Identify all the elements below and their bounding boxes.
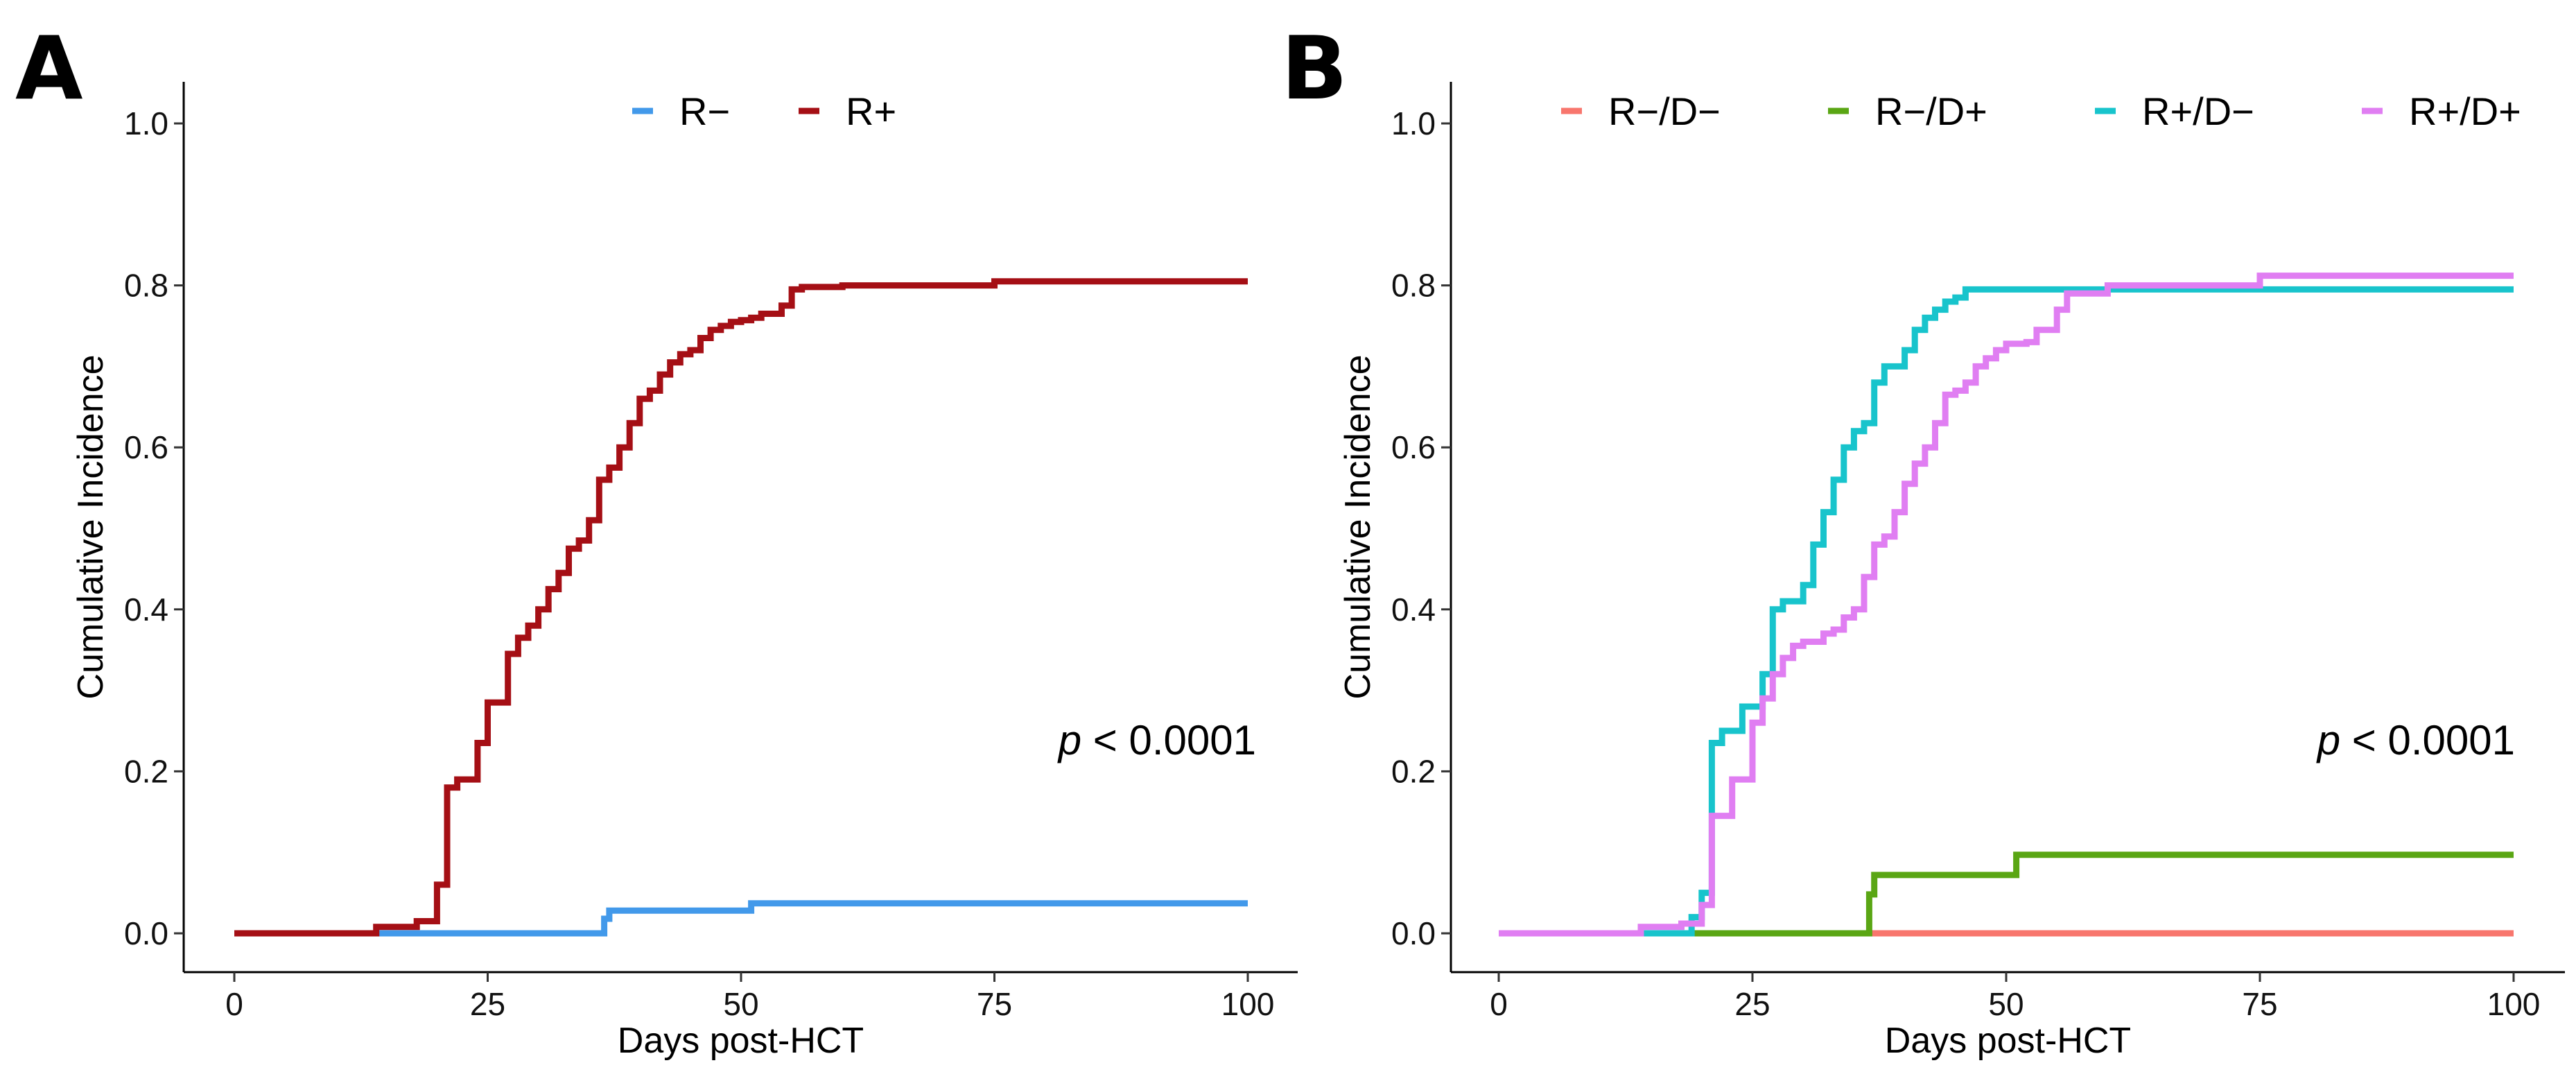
x-tick-label: 75 <box>2242 986 2277 1022</box>
y-tick-label: 0.8 <box>1391 268 1436 304</box>
legend-label-4: R+/D+ <box>2409 89 2521 133</box>
x-tick-label: 50 <box>1988 986 2024 1022</box>
legend-label-1: R−/D− <box>1608 89 1721 133</box>
x-axis-title: Days post-HCT <box>618 1021 864 1061</box>
y-tick-label: 0.8 <box>124 268 168 304</box>
legend-label-2: R−/D+ <box>1875 89 1987 133</box>
panel-letter: A <box>15 17 83 119</box>
y-tick-label: 1.0 <box>124 105 168 141</box>
y-tick-label: 1.0 <box>1391 105 1436 141</box>
y-tick-label: 0.4 <box>124 591 168 628</box>
legend-label-3: R+/D− <box>2142 89 2254 133</box>
p-value-annotation: p < 0.0001 <box>2316 717 2515 763</box>
x-tick-label: 75 <box>977 986 1012 1022</box>
p-value-symbol: p <box>1057 717 1081 763</box>
x-tick-label: 100 <box>1221 986 1275 1022</box>
p-value-text: < 0.0001 <box>2340 717 2515 763</box>
y-tick-label: 0.2 <box>124 753 168 789</box>
y-tick-label: 0.4 <box>1391 591 1436 628</box>
p-value-annotation: p < 0.0001 <box>1057 717 1256 763</box>
y-tick-label: 0.6 <box>1391 429 1436 465</box>
p-value-text: < 0.0001 <box>1081 717 1256 763</box>
x-tick-label: 0 <box>225 986 243 1022</box>
legend-label-1: R− <box>679 89 730 133</box>
panel-letter: B <box>1281 17 1348 119</box>
legend-label-2: R+ <box>846 89 896 133</box>
y-axis-title: Cumulative Incidence <box>1338 354 1378 699</box>
y-tick-label: 0.6 <box>124 429 168 465</box>
y-tick-label: 0.0 <box>124 915 168 951</box>
panel-a: A 0.0 0.2 0.4 0.6 0.8 1.0 0 25 50 75 100 Days post-H… <box>15 17 1298 1061</box>
y-axis-title: Cumulative Incidence <box>71 354 111 699</box>
series-line-2 <box>1499 851 2514 937</box>
x-axis-title: Days post-HCT <box>1885 1021 2131 1061</box>
x-tick-label: 0 <box>1490 986 1508 1022</box>
panel-b: B 0.0 0.2 0.4 0.6 0.8 1.0 0 25 50 75 100 Days post-H… <box>1281 17 2565 1061</box>
series-line-1 <box>234 900 1248 937</box>
y-tick-label: 0.0 <box>1391 915 1436 951</box>
y-tick-label: 0.2 <box>1391 753 1436 789</box>
series-line-4 <box>1499 273 2514 937</box>
series-line-2 <box>234 278 1248 937</box>
x-tick-label: 25 <box>1734 986 1770 1022</box>
x-tick-label: 100 <box>2487 986 2541 1022</box>
p-value-symbol: p <box>2316 717 2340 763</box>
x-tick-label: 25 <box>470 986 505 1022</box>
series-line-3 <box>1499 286 2514 937</box>
x-tick-label: 50 <box>723 986 758 1022</box>
